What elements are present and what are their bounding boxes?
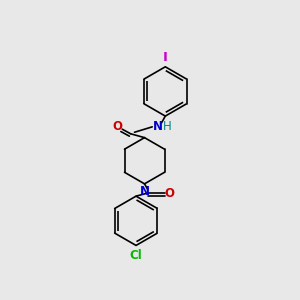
Text: N: N <box>140 185 149 198</box>
Text: H: H <box>163 120 172 134</box>
Text: N: N <box>153 120 163 134</box>
Text: O: O <box>164 187 174 200</box>
Text: I: I <box>163 51 168 64</box>
Text: Cl: Cl <box>130 248 142 262</box>
Text: O: O <box>112 120 123 133</box>
